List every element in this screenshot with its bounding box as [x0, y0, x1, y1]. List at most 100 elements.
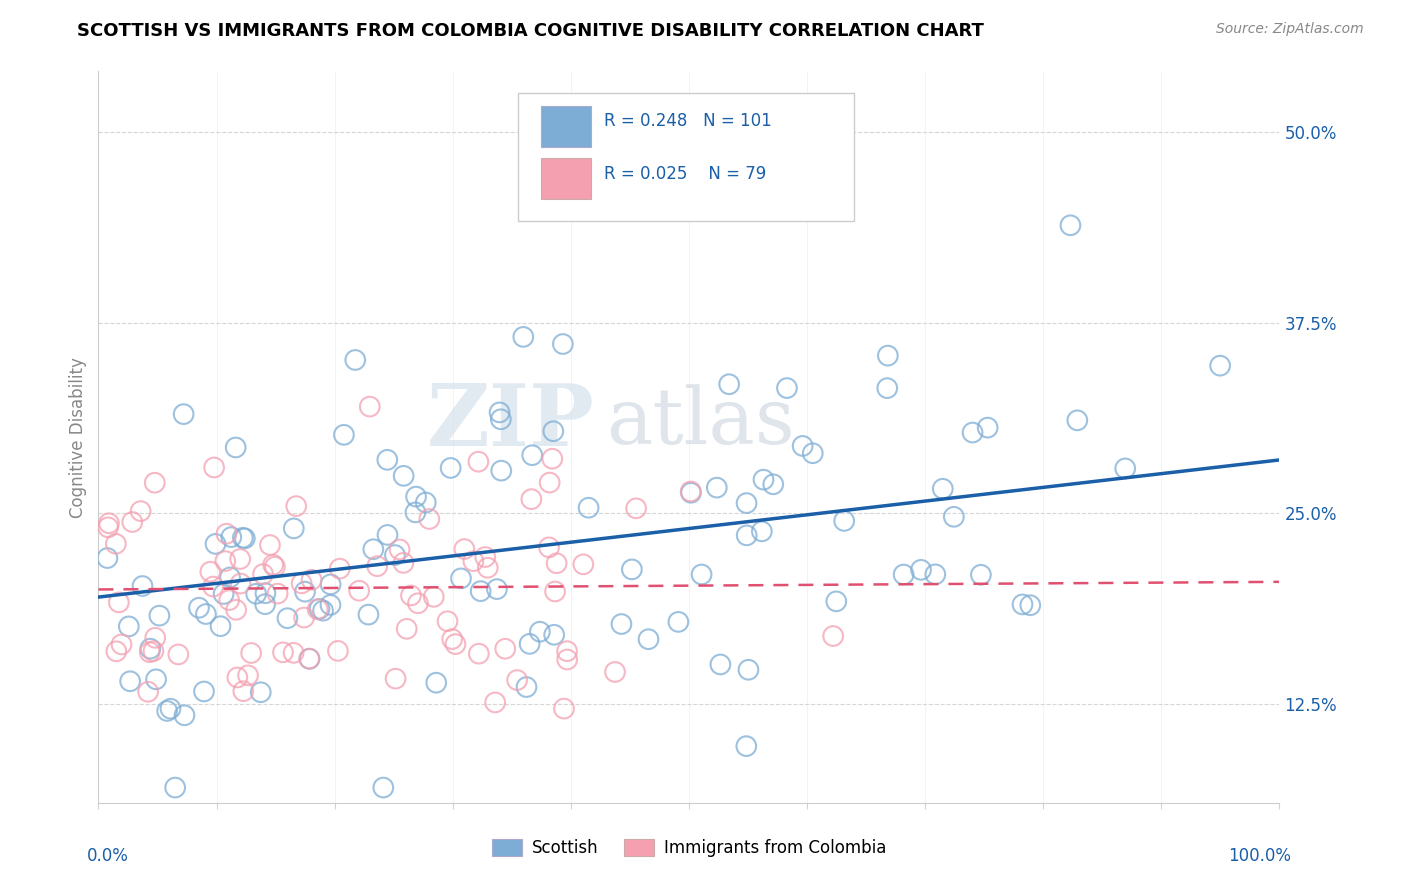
Point	[97, 520, 120, 534]
Point	[690, 567, 713, 582]
Point	[129, 504, 152, 518]
Point	[735, 528, 758, 542]
Point	[375, 452, 398, 467]
Point	[121, 515, 143, 529]
Point	[236, 668, 259, 682]
Point	[254, 586, 277, 600]
Point	[173, 708, 195, 723]
Point	[666, 615, 689, 629]
Point	[319, 598, 342, 612]
Point	[366, 559, 388, 574]
Point	[489, 412, 512, 426]
Point	[392, 556, 415, 570]
Point	[392, 468, 415, 483]
Point	[139, 641, 162, 656]
Point	[484, 695, 506, 709]
Point	[142, 644, 165, 658]
Point	[876, 381, 898, 395]
Point	[924, 567, 946, 582]
Point	[388, 542, 411, 557]
Point	[229, 552, 252, 566]
Y-axis label: Cognitive Disability: Cognitive Disability	[69, 357, 87, 517]
Point	[291, 576, 314, 591]
Point	[519, 637, 541, 651]
Point	[737, 663, 759, 677]
Point	[546, 556, 568, 570]
Point	[555, 652, 578, 666]
Point	[373, 780, 395, 795]
Point	[415, 495, 437, 509]
Point	[202, 460, 225, 475]
Point	[463, 554, 485, 568]
Point	[970, 567, 993, 582]
FancyBboxPatch shape	[541, 158, 591, 199]
Point	[440, 461, 463, 475]
Point	[494, 641, 516, 656]
Point	[399, 589, 422, 603]
Point	[283, 646, 305, 660]
Point	[679, 485, 702, 500]
Point	[679, 484, 702, 499]
Point	[425, 675, 447, 690]
Point	[226, 670, 249, 684]
Point	[395, 622, 418, 636]
Point	[474, 549, 496, 564]
Point	[637, 632, 659, 647]
Point	[578, 500, 600, 515]
Point	[610, 617, 633, 632]
Point	[105, 644, 128, 658]
Text: SCOTTISH VS IMMIGRANTS FROM COLOMBIA COGNITIVE DISABILITY CORRELATION CHART: SCOTTISH VS IMMIGRANTS FROM COLOMBIA COG…	[77, 22, 984, 40]
Point	[333, 427, 356, 442]
Point	[259, 538, 281, 552]
Point	[136, 685, 159, 699]
Text: R = 0.248   N = 101: R = 0.248 N = 101	[605, 112, 772, 130]
Point	[529, 624, 551, 639]
Point	[245, 587, 267, 601]
Point	[148, 608, 170, 623]
Point	[893, 567, 915, 582]
Point	[156, 704, 179, 718]
Point	[453, 542, 475, 557]
Point	[167, 648, 190, 662]
Point	[252, 567, 274, 582]
Point	[108, 595, 131, 609]
Point	[219, 530, 242, 544]
Point	[422, 590, 444, 604]
Point	[204, 537, 226, 551]
Point	[359, 400, 381, 414]
Point	[173, 407, 195, 421]
Text: atlas: atlas	[606, 384, 794, 460]
Point	[232, 684, 254, 698]
FancyBboxPatch shape	[517, 94, 855, 221]
Point	[344, 353, 367, 368]
Text: Source: ZipAtlas.com: Source: ZipAtlas.com	[1216, 22, 1364, 37]
Point	[292, 610, 315, 624]
Point	[488, 405, 510, 419]
Point	[520, 492, 543, 507]
Point	[551, 337, 574, 351]
Point	[512, 330, 534, 344]
Point	[544, 584, 567, 599]
Point	[319, 577, 342, 591]
Point	[165, 780, 187, 795]
Point	[118, 619, 141, 633]
Point	[962, 425, 984, 440]
Point	[709, 657, 731, 672]
Point	[308, 602, 330, 616]
Point	[298, 652, 321, 666]
Text: 0.0%: 0.0%	[87, 847, 128, 864]
Point	[254, 597, 277, 611]
Point	[553, 701, 575, 715]
Point	[214, 554, 236, 568]
Point	[735, 739, 758, 753]
Point	[276, 611, 298, 625]
Point	[193, 684, 215, 698]
Legend: Scottish, Immigrants from Colombia: Scottish, Immigrants from Colombia	[485, 832, 893, 864]
Point	[384, 548, 406, 562]
Point	[263, 559, 285, 574]
Point	[470, 584, 492, 599]
Point	[188, 600, 211, 615]
Text: ZIP: ZIP	[426, 381, 595, 465]
Point	[1066, 413, 1088, 427]
Point	[143, 475, 166, 490]
